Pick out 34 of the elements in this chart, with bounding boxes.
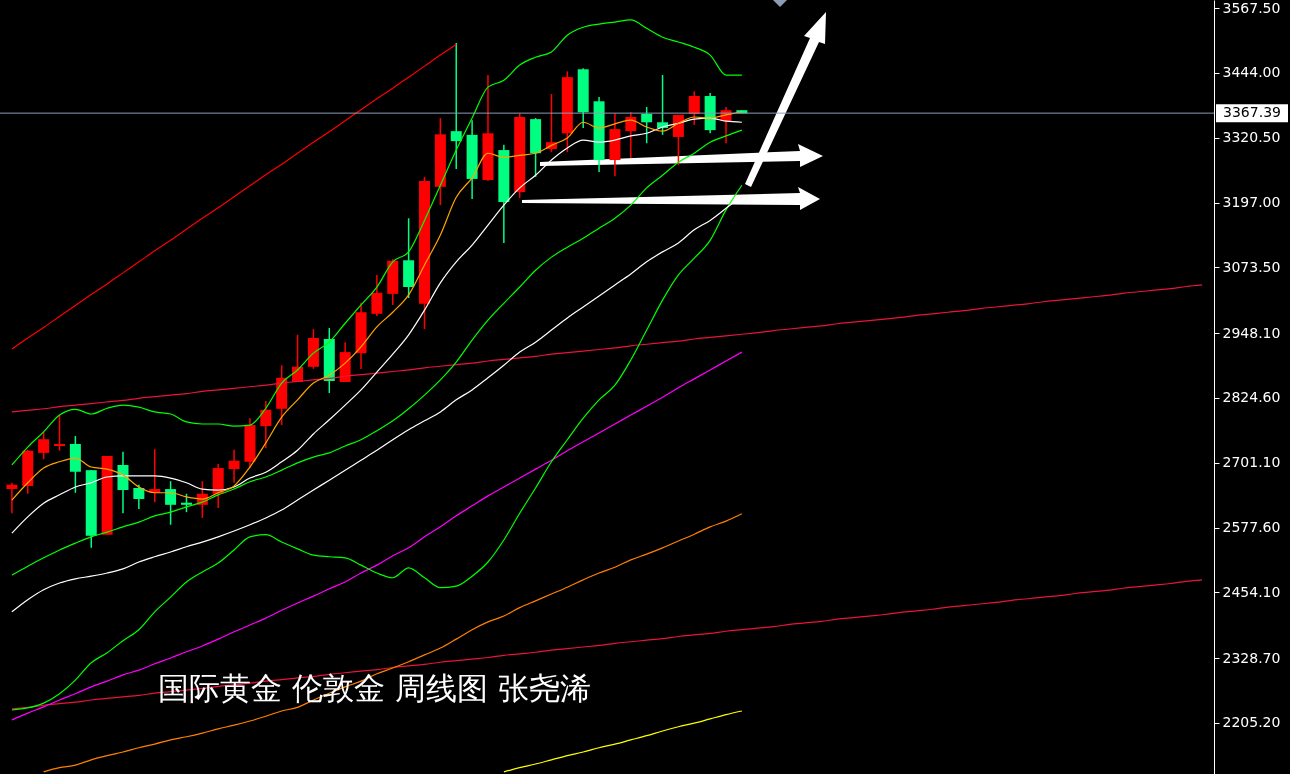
line-series [11,579,1203,710]
y-tick-label: 3073.50 [1222,258,1281,275]
candlestick [165,480,177,526]
candlestick [260,400,272,449]
y-tick-label: 3567.50 [1222,0,1281,16]
y-tick-label: 3320.50 [1222,129,1281,146]
candlestick [450,42,462,170]
line-series [43,513,743,773]
candlestick [625,111,637,159]
y-tick-label: 3197.00 [1222,194,1281,211]
candlestick [641,106,653,145]
line-series [11,19,743,466]
y-tick-label: 2701.10 [1222,454,1281,471]
candlestick [180,493,192,513]
line-series [11,184,743,711]
candlestick [371,274,383,317]
y-tick-label: 2205.20 [1222,714,1281,731]
y-tick-label: 2328.70 [1222,649,1281,666]
y-tick-label: 3444.00 [1222,64,1281,81]
candlestick [38,431,50,460]
candlestick [6,482,18,514]
y-tick-label: 2577.60 [1222,519,1281,536]
line-series [11,284,1203,413]
line-series [11,44,457,350]
candlestick [228,448,240,484]
y-tick-label: 2824.60 [1222,389,1281,406]
line-series [11,351,743,721]
candlestick [54,414,66,452]
ref-line-label: 3367.39 [1223,104,1281,121]
y-tick-label: 2454.10 [1222,583,1281,600]
candlestick [688,90,700,126]
line-series [503,710,743,773]
candlestick [133,484,145,510]
y-tick-label: 2948.10 [1222,324,1281,341]
